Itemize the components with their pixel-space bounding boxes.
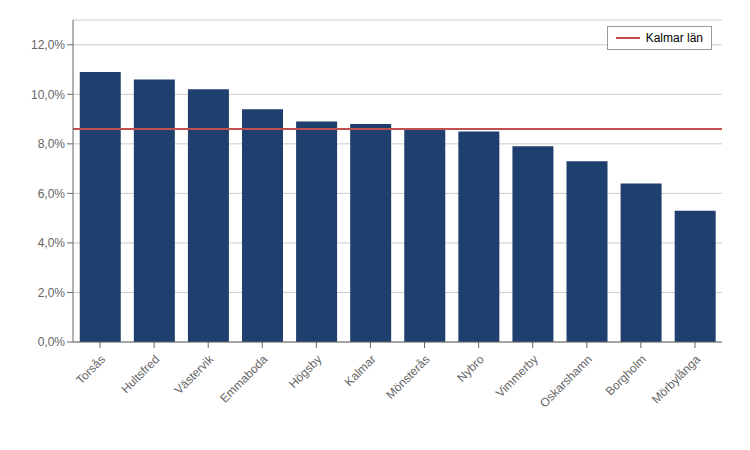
svg-text:Mönsterås: Mönsterås <box>383 352 433 402</box>
svg-text:Oskarshamn: Oskarshamn <box>537 352 595 410</box>
svg-text:Västervik: Västervik <box>172 352 218 398</box>
svg-text:Vimmerby: Vimmerby <box>493 352 541 400</box>
svg-text:Högsby: Högsby <box>286 352 325 391</box>
svg-text:6,0%: 6,0% <box>38 187 66 201</box>
svg-text:4,0%: 4,0% <box>38 236 66 250</box>
svg-text:0,0%: 0,0% <box>38 335 66 349</box>
svg-text:Borgholm: Borgholm <box>603 352 649 398</box>
svg-text:Mörbylånga: Mörbylånga <box>649 352 703 406</box>
svg-text:Hultsfred: Hultsfred <box>118 352 162 396</box>
svg-text:Nybro: Nybro <box>454 352 487 385</box>
svg-text:12,0%: 12,0% <box>31 38 65 52</box>
svg-text:Torsås: Torsås <box>73 352 108 387</box>
svg-text:8,0%: 8,0% <box>38 137 66 151</box>
html-text:Kalmar län: Kalmar län <box>645 31 703 45</box>
svg-text:2,0%: 2,0% <box>38 286 66 300</box>
svg-text:Emmaboda: Emmaboda <box>217 352 271 406</box>
svg-text:10,0%: 10,0% <box>31 88 65 102</box>
svg-text:Kalmar: Kalmar <box>342 352 379 389</box>
